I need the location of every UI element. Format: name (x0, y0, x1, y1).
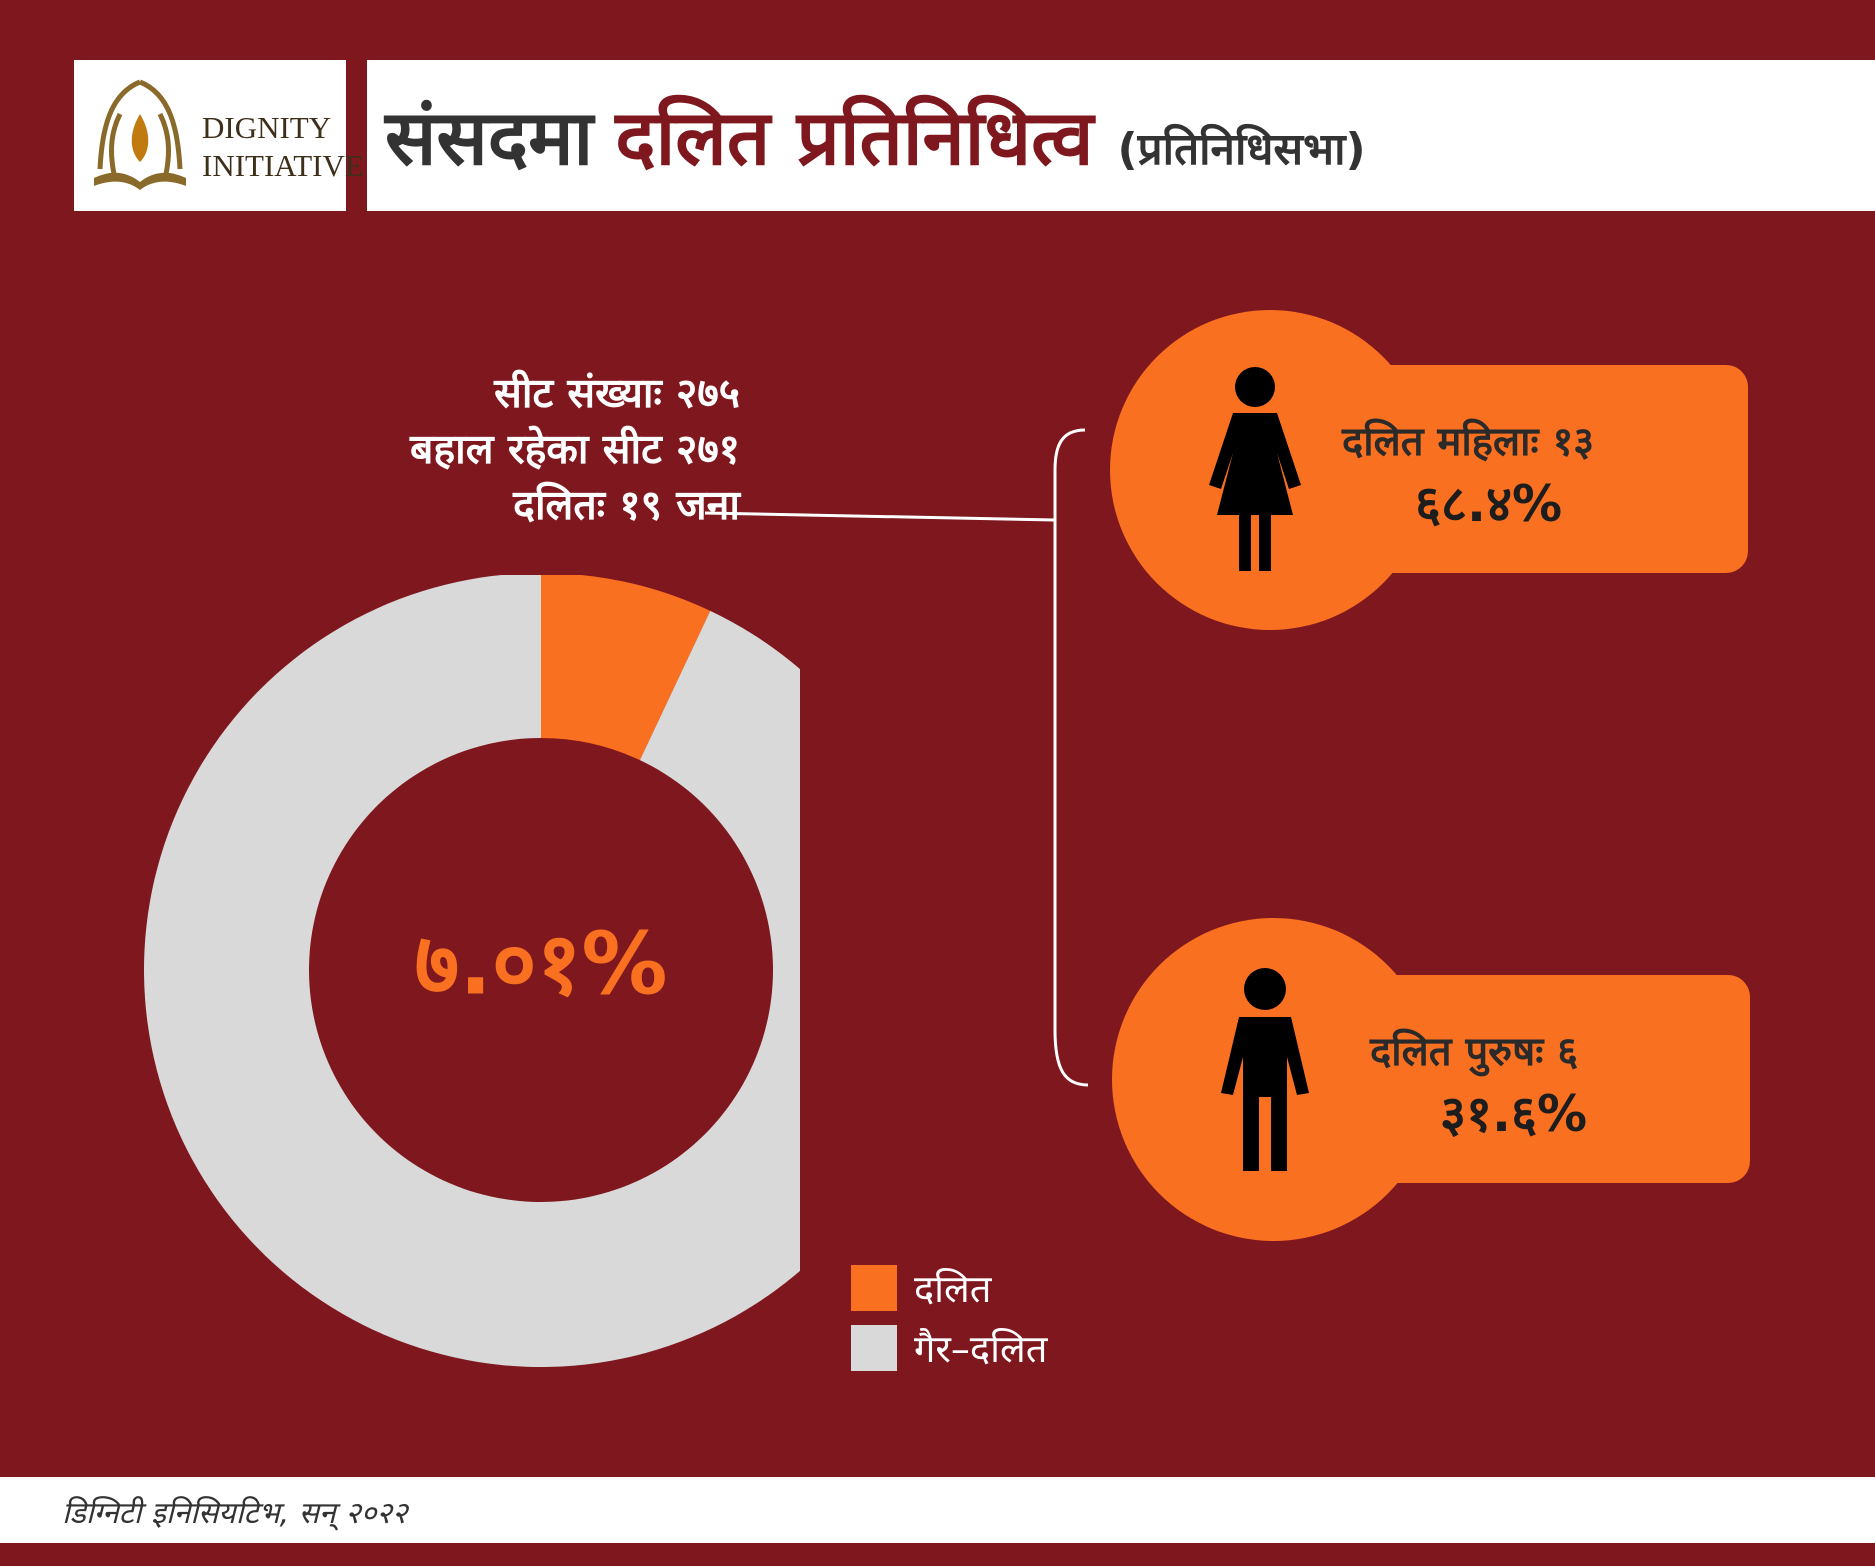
male-label: दलित पुरुषः ६ (1370, 1029, 1579, 1075)
footer: डिग्निटी इनिसियटिभ, सन् २०२२ (0, 1477, 1875, 1543)
legend-label-non-dalit: गैर–दलित (914, 1327, 1048, 1371)
title-part-1: संसदमा (385, 93, 594, 182)
logo: DIGNITY INITIATIVE (74, 60, 364, 211)
donut-center-label: ७.०१% (415, 914, 668, 1014)
page-title: संसदमा दलित प्रतिनिधित्व (प्रतिनिधिसभा) (385, 84, 1366, 187)
female-percentage: ६८.४% (1415, 475, 1563, 533)
male-icon (1221, 968, 1309, 1171)
donut-slice-non-dalit (144, 575, 800, 1367)
legend-swatch-dalit (851, 1265, 897, 1311)
title-part-2: दलित प्रतिनिधित्व (615, 93, 1094, 182)
logo-text-line1: DIGNITY (202, 110, 332, 145)
female-icon (1209, 367, 1301, 571)
seat-info: सीट संख्याः २७५ बहाल रहेका सीट २७१ दलितः… (270, 365, 740, 533)
dignity-logo-icon (94, 79, 186, 190)
donut-slices (144, 575, 800, 1367)
seat-count: सीट संख्याः २७५ (494, 369, 740, 417)
donut-slice-dalit (541, 575, 711, 761)
legend-label-dalit: दलित (914, 1267, 992, 1311)
donut-chart: ७.०१% (144, 575, 800, 1367)
active-seats: बहाल रहेका सीट २७१ (409, 425, 740, 473)
bracket-line (1053, 428, 1089, 1087)
legend-swatch-non-dalit (851, 1325, 897, 1371)
footer-credit: डिग्निटी इनिसियटिभ, सन् २०२२ (62, 1496, 408, 1531)
female-label: दलित महिलाः १३ (1342, 419, 1595, 465)
title-part-3: (प्रतिनिधिसभा) (1117, 124, 1366, 175)
dalit-count: दलितः १९ जना (513, 481, 740, 529)
connector-line (704, 511, 1056, 522)
title-bar: संसदमा दलित प्रतिनिधित्व (प्रतिनिधिसभा) (367, 60, 1875, 211)
male-percentage: ३१.६% (1440, 1085, 1588, 1143)
logo-text-line2: INITIATIVE (202, 148, 364, 183)
